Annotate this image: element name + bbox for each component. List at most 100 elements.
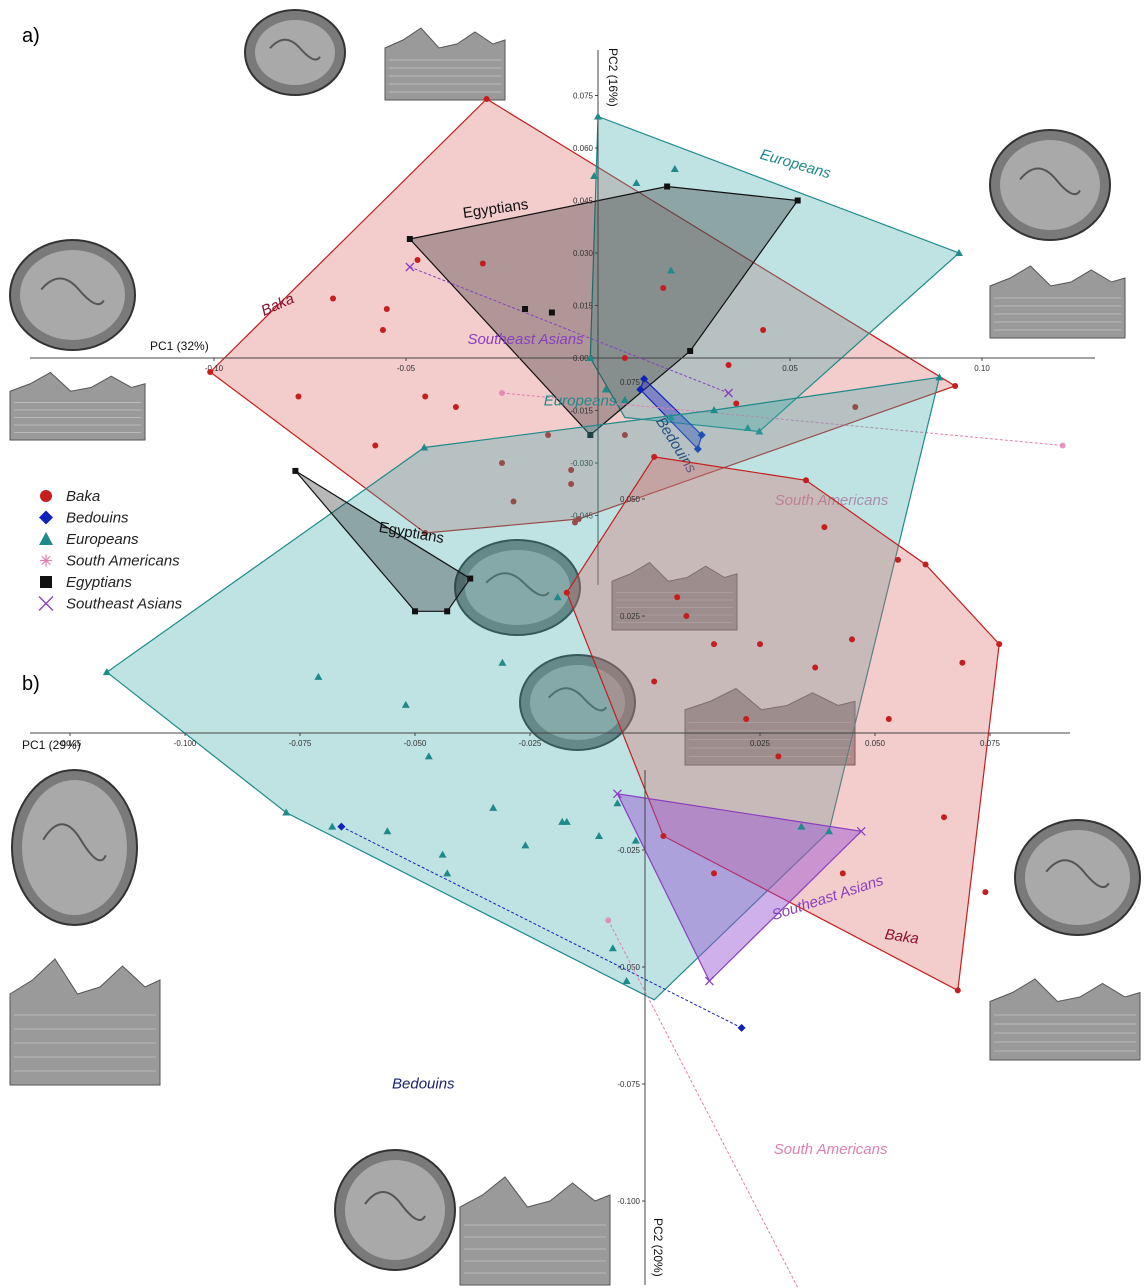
point-baka [651,678,658,685]
tooth-image [684,687,856,766]
hull-baka [566,456,1000,992]
group-label-southeast-asians: Southeast Asians [467,331,584,348]
point-baka [812,664,819,671]
point-baka [479,260,486,267]
y-tick-label: 0.025 [620,612,641,621]
x-tick-label: 0.050 [865,739,886,748]
connector-southeast-asians [409,266,729,394]
legend-label-south-americans: South Americans [66,553,180,570]
point-europeans [622,977,631,985]
point-baka [757,641,763,648]
point-southeast-asians [612,789,622,799]
legend-label-europeans: Europeans [66,531,139,548]
group-label-bedouins: Bedouins [392,1076,455,1093]
point-baka [422,393,429,400]
point-baka [207,369,214,375]
point-baka [959,659,966,666]
point-bedouins [737,1023,746,1032]
x-tick-label: -0.05 [397,364,416,373]
point-baka [711,641,717,648]
point-baka [849,636,855,643]
point-bedouins [697,431,706,439]
legend-label-bedouins: Bedouins [66,510,129,527]
x-tick-label: -0.050 [404,739,427,748]
tooth-fissure [548,687,608,712]
point-baka [803,477,809,484]
point-europeans [743,424,752,431]
point-southeast-asians [405,262,415,272]
tooth-lateral-view [459,1176,611,1286]
point-baka [941,814,947,821]
point-europeans [383,827,392,835]
point-europeans [935,373,944,381]
point-baka [760,327,767,333]
tooth-lateral-view [384,27,506,101]
legend-label-baka: Baka [66,488,100,505]
tooth-occlusal-surface [345,1160,445,1260]
point-baka [952,383,959,389]
point-europeans [282,808,291,816]
tooth-image [244,9,346,96]
point-south-americans [499,390,505,396]
x-tick-label: -0.075 [289,739,312,748]
y-tick-label: -0.025 [617,846,640,855]
point-europeans [401,700,410,708]
point-europeans [521,841,530,849]
legend-marker-europeans [39,532,53,545]
x-tick-label: 0.05 [782,364,798,373]
point-baka [821,524,828,531]
panel-b: -0.125 -0.100 -0.075 -0.050 -0.025 0.025 0.050… [9,373,1141,1288]
legend-label-southeast-asians: Southeast Asians [66,596,183,613]
point-baka [683,613,690,619]
tooth-fissure [364,1191,426,1221]
tooth-occlusal-surface [22,780,127,915]
y-tick-label: 0.075 [573,92,594,101]
x-tick-label: 0.025 [750,739,771,748]
x-tick-label: -0.10 [205,364,224,373]
point-baka [852,404,859,410]
point-europeans [498,658,507,666]
x-stroke [405,262,415,272]
point-europeans [595,831,603,839]
point-baka [499,460,505,466]
hull-baka [209,98,957,534]
point-egyptians [587,432,594,438]
y-tick-label: 0.060 [573,144,594,153]
tooth-occlusal-surface [255,20,335,85]
tooth-fissure [40,277,105,306]
point-europeans [620,396,629,403]
connector-south-americans [607,919,799,1288]
point-baka [383,306,390,312]
point-europeans [666,266,675,274]
y-tick-label: 0.045 [573,197,594,206]
point-europeans [314,672,323,680]
y-tick-label: -0.100 [617,1197,640,1206]
point-bedouins [636,385,645,394]
point-europeans [424,752,433,760]
tooth-image [519,654,636,751]
tooth-fissure [1019,167,1081,196]
tooth-occlusal-surface [1025,830,1130,925]
tooth-occlusal-surface [530,665,625,740]
panel-label: b) [22,673,40,695]
point-europeans [666,413,675,421]
point-baka [895,556,901,563]
point-baka [568,467,575,473]
tooth-image [989,978,1141,1061]
point-baka [651,453,658,460]
tooth-image [11,769,138,926]
group-label-baka: Baka [884,926,920,948]
point-europeans [489,803,498,811]
point-baka [483,96,490,102]
hull-europeans [589,115,961,433]
x-stroke [724,388,734,398]
legend-label-egyptians: Egyptians [66,574,132,591]
point-egyptians [412,608,418,615]
panel-label: a) [22,25,40,47]
point-europeans [954,249,963,256]
point-egyptians [548,309,555,316]
point-baka [379,327,386,333]
point-south-americans [605,917,612,924]
point-baka [414,257,421,263]
group-label-south-americans: South Americans [774,1141,888,1158]
